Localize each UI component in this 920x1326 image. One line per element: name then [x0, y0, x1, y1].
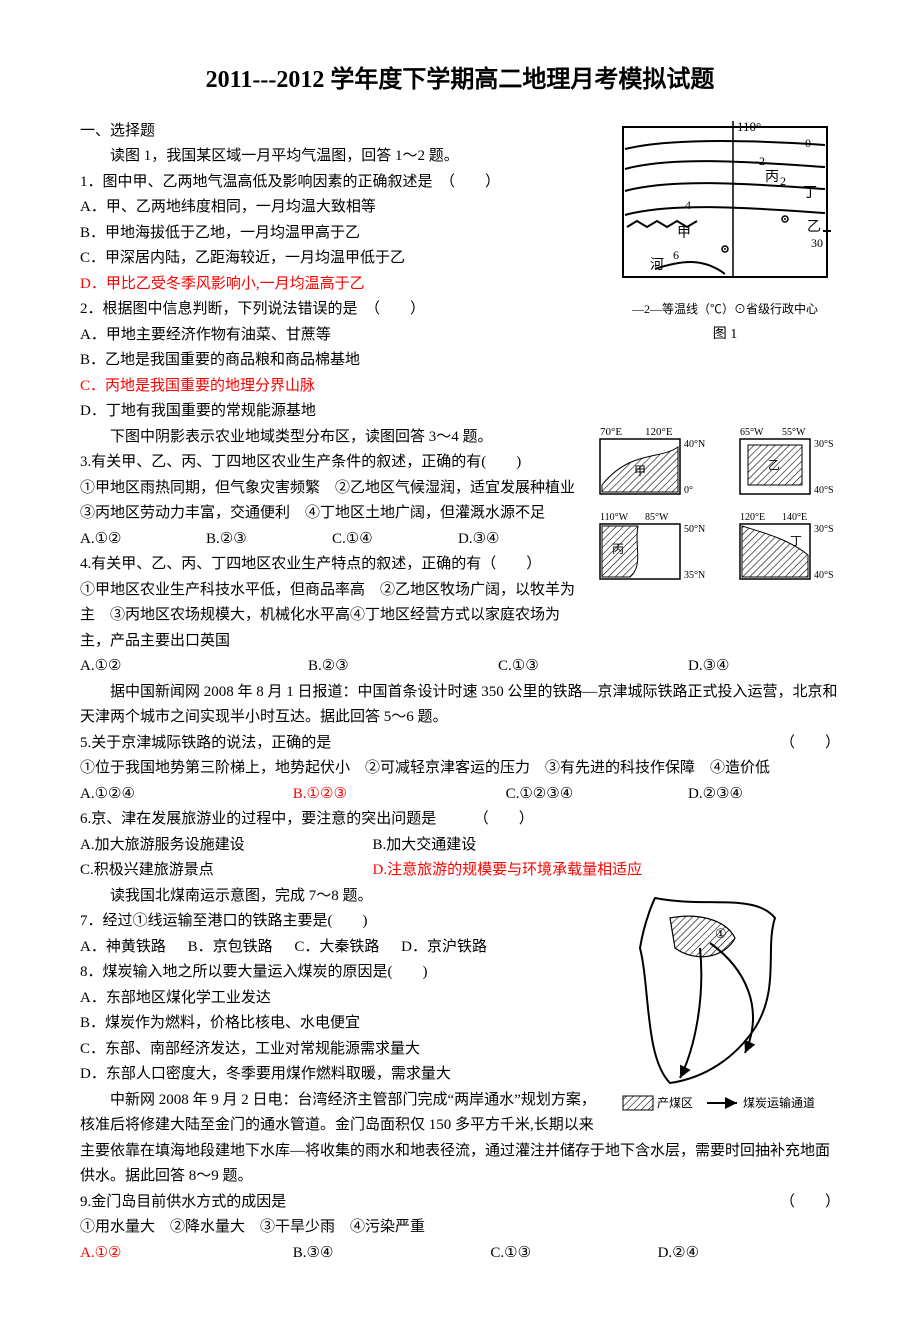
fig1-label-bing: 丙 — [765, 170, 779, 185]
map-bing-lat2: 35°N — [684, 570, 705, 581]
q7-C: C．大秦铁路 — [294, 935, 379, 961]
map-yi-lon2: 55°W — [782, 427, 806, 438]
map-bing-label: 丙 — [612, 542, 624, 556]
q9-B: B.③④ — [293, 1241, 491, 1267]
fig1-lon: 110° — [737, 119, 761, 134]
q5-body: ①位于我国地势第三阶梯上，地势起伏小 ②可减轻京津客运的压力 ③有先进的科技作保… — [80, 756, 840, 782]
map-jia-lat2: 0° — [684, 485, 693, 496]
q3-A: A.①② — [80, 527, 206, 553]
q5-stem: 5.关于京津城际铁路的说法，正确的是 （ ） — [80, 731, 840, 757]
q2-C: C．丙地是我国重要的地理分界山脉 — [80, 374, 840, 400]
map-yi-lat1: 30°S — [814, 439, 834, 450]
map-bing-lon2: 85°W — [645, 512, 669, 523]
q3-choices: A.①② B.②③ C.①④ D.③④ — [80, 527, 584, 553]
map-yi-label: 乙 — [768, 458, 780, 472]
map-jia-lat1: 40°N — [684, 439, 705, 450]
fig1-iso-1: -2 — [755, 154, 765, 168]
q9-D: D.②④ — [658, 1241, 810, 1267]
q2-D: D．丁地有我国重要的常规能源基地 — [80, 399, 840, 425]
q3-D: D.③④ — [458, 527, 584, 553]
q5-B: B.①②③ — [293, 782, 506, 808]
fig78-mark: ① — [715, 926, 727, 941]
q3-B: B.②③ — [206, 527, 332, 553]
map-yi-lat2: 40°S — [814, 485, 834, 496]
map-bing-lat1: 50°N — [684, 524, 705, 535]
q6-D: D.注意旅游的规模要与环境承载量相适应 — [373, 862, 643, 878]
q3-C: C.①④ — [332, 527, 458, 553]
q6-row2: C.积极兴建旅游景点 D.注意旅游的规模要与环境承载量相适应 — [80, 858, 840, 884]
map-jia-lon2: 120°E — [645, 426, 673, 438]
q9-A: A.①② — [80, 1241, 293, 1267]
q4-B: B.②③ — [308, 654, 498, 680]
q4-D: D.③④ — [688, 654, 840, 680]
figure-78-svg: ① 产煤区 煤炭运输通道 — [615, 888, 835, 1118]
figure-1: 110° 0 -2 2 4 丙 丁 甲 乙 河 6 30 —2—等温线（℃）⊙省… — [610, 119, 840, 347]
figure-1-svg: 110° 0 -2 2 4 丙 丁 甲 乙 河 6 30 — [615, 119, 835, 299]
q6-A: A.加大旅游服务设施建设 — [80, 833, 369, 859]
q5-choices: A.①②④ B.①②③ C.①②③④ D.②③④ — [80, 782, 840, 808]
fig1-label-jia: 甲 — [677, 226, 691, 241]
q9-choices: A.①② B.③④ C.①③ D.②④ — [80, 1241, 840, 1267]
q5-stem-text: 5.关于京津城际铁路的说法，正确的是 — [80, 735, 331, 751]
map-ding-lon2: 140°E — [782, 512, 807, 523]
map-ding-lat2: 40°S — [814, 570, 834, 581]
map-ding-label: 丁 — [790, 534, 802, 548]
fig1-label-yi: 乙 — [807, 219, 821, 235]
q5-D: D.②③④ — [688, 782, 840, 808]
intro-56: 据中国新闻网 2008 年 8 月 1 日报道：中国首条设计时速 350 公里的… — [80, 680, 840, 731]
fig1-label-ding: 丁 — [803, 186, 817, 201]
q9-stem-text: 9.金门岛目前供水方式的成因是 — [80, 1194, 286, 1210]
fig1-lat: 30 — [811, 236, 823, 250]
q6-stem: 6.京、津在发展旅游业的过程中，要注意的突出问题是 （ ） — [80, 807, 840, 833]
q6-row1: A.加大旅游服务设施建设 B.加大交通建设 — [80, 833, 840, 859]
fig1-legend: —2—等温线（℃）⊙省级行政中心 — [610, 299, 840, 319]
figure-78: ① 产煤区 煤炭运输通道 — [610, 888, 840, 1118]
q5-A: A.①②④ — [80, 782, 293, 808]
map-jia-lon1: 70°E — [600, 426, 622, 438]
fig1-iso-2: 2 — [780, 174, 786, 188]
map-jia-label: 甲 — [634, 464, 646, 478]
q2-B: B．乙地是我国重要的商品粮和商品棉基地 — [80, 348, 840, 374]
fig1-iso-0: 0 — [805, 136, 811, 150]
q6-C: C.积极兴建旅游景点 — [80, 858, 369, 884]
map-ding-lat1: 30°S — [814, 524, 834, 535]
fig1-label-he: 河 — [650, 257, 664, 273]
q4-A: A.①② — [80, 654, 308, 680]
maps-svg: 70°E 120°E 甲 40°N 0° 65°W 55°W 乙 30°S 40… — [590, 425, 840, 595]
q5-C: C.①②③④ — [506, 782, 688, 808]
q9-stem: 9.金门岛目前供水方式的成因是 （ ） — [80, 1190, 840, 1216]
map-bing-lon1: 110°W — [600, 512, 629, 523]
q4-choices: A.①② B.②③ C.①③ D.③④ — [80, 654, 840, 680]
map-yi-lon1: 65°W — [740, 427, 764, 438]
q4-C: C.①③ — [498, 654, 688, 680]
map-ding-lon1: 120°E — [740, 512, 765, 523]
fig1-caption: 图 1 — [610, 323, 840, 347]
q9-C: C.①③ — [490, 1241, 657, 1267]
q5-paren: （ ） — [780, 731, 840, 757]
q7-D: D．京沪铁路 — [401, 935, 487, 961]
fig1-iso-3: 4 — [685, 198, 691, 212]
fig78-legend-arrow: 煤炭运输通道 — [743, 1095, 815, 1110]
q9-paren: （ ） — [780, 1190, 840, 1216]
page-title: 2011---2012 学年度下学期高二地理月考模拟试题 — [80, 60, 840, 101]
q7-B: B．京包铁路 — [188, 935, 273, 961]
fig1-iso-4: 6 — [673, 248, 679, 262]
fig78-legend-area: 产煤区 — [657, 1096, 693, 1110]
q7-A: A．神黄铁路 — [80, 935, 166, 961]
q6-B: B.加大交通建设 — [373, 837, 477, 853]
q9-body: ①用水量大 ②降水量大 ③干旱少雨 ④污染严重 — [80, 1215, 840, 1241]
maps-grid: 70°E 120°E 甲 40°N 0° 65°W 55°W 乙 30°S 40… — [590, 425, 840, 605]
